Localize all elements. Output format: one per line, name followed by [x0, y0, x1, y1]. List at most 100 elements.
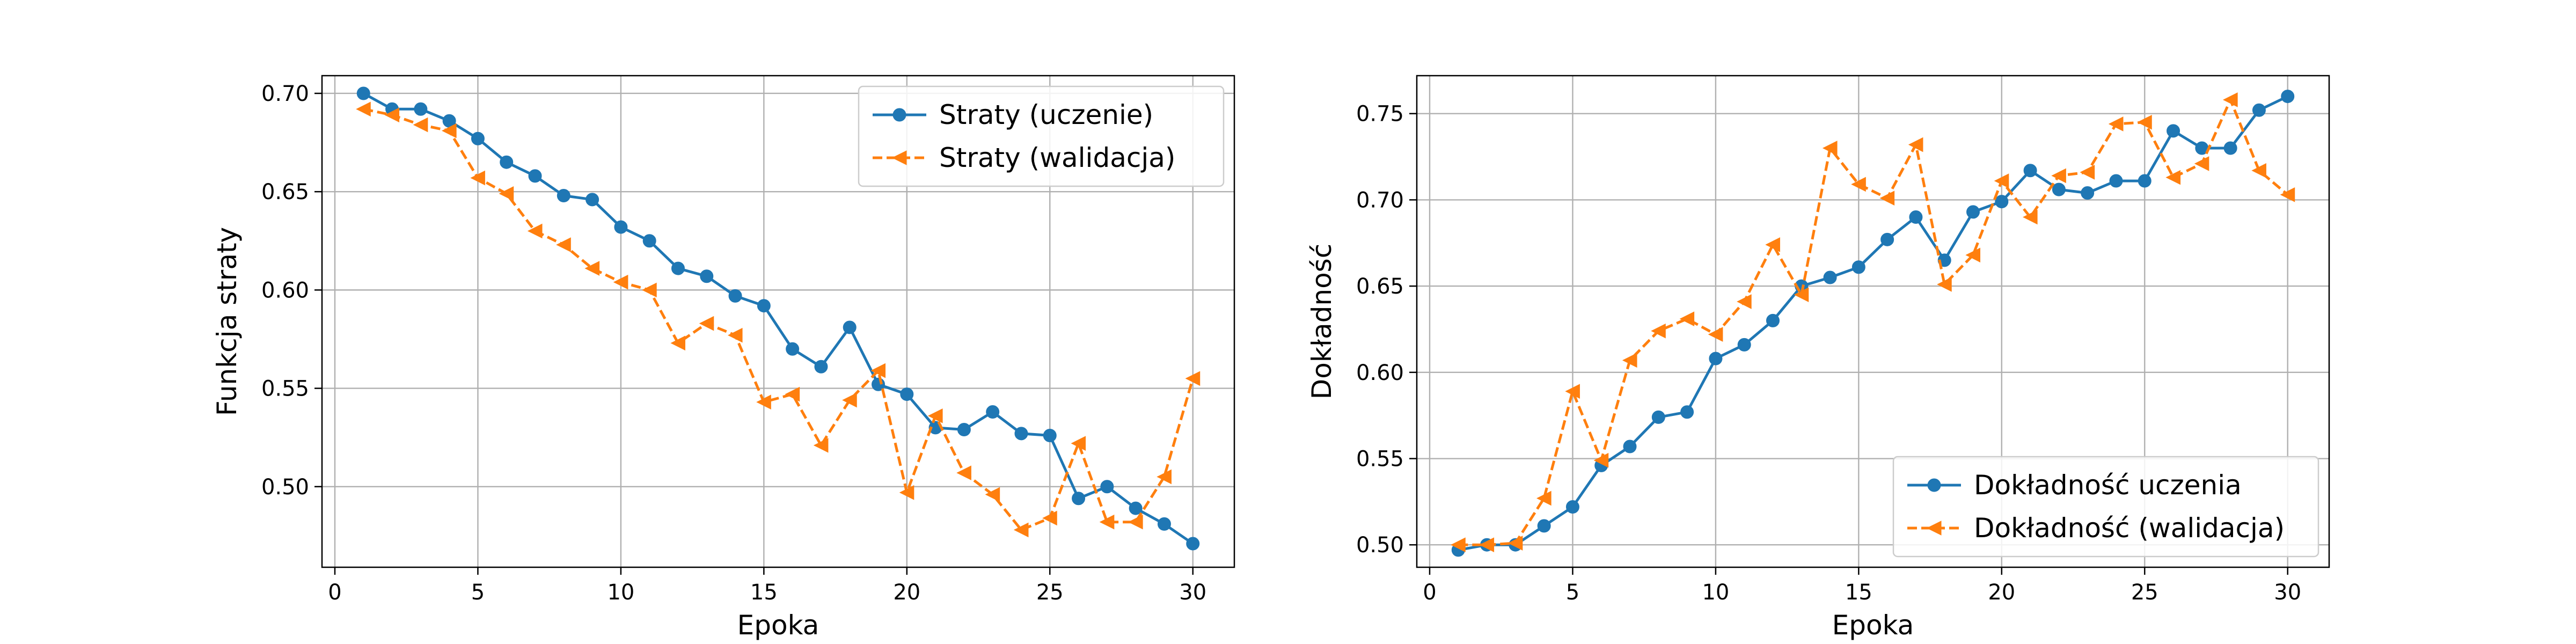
data-point	[356, 86, 370, 100]
legend-marker	[1926, 521, 1942, 536]
y-tick-label: 0.55	[1356, 447, 1404, 472]
data-point	[757, 299, 771, 313]
data-point	[1537, 519, 1551, 533]
data-point	[614, 220, 628, 234]
data-point	[1651, 323, 1666, 339]
data-point	[727, 327, 743, 343]
x-tick-label: 10	[607, 580, 634, 605]
data-point	[1937, 277, 1952, 292]
legend-marker	[892, 108, 906, 122]
legend: Straty (uczenie) Straty (walidacja)	[858, 85, 1225, 187]
data-point	[2022, 209, 2038, 225]
legend-label: Dokładność (walidacja)	[1974, 513, 2285, 544]
data-point	[1043, 429, 1057, 443]
data-point	[1536, 491, 1552, 506]
data-point	[1186, 537, 1200, 551]
data-point	[1965, 247, 1981, 263]
data-point	[584, 261, 600, 276]
data-point	[527, 223, 543, 239]
data-point	[414, 102, 428, 116]
data-point	[1995, 195, 2009, 209]
x-tick-label: 5	[1566, 580, 1579, 605]
data-point	[1651, 410, 1665, 424]
legend-marker	[1927, 478, 1941, 492]
data-point	[1129, 501, 1143, 515]
data-point	[1879, 191, 1895, 206]
data-point	[384, 107, 400, 123]
data-point	[1451, 537, 1466, 553]
data-point	[2137, 114, 2152, 130]
data-point	[2051, 168, 2066, 184]
y-tick-label: 0.60	[261, 278, 309, 303]
data-point	[1851, 177, 1866, 192]
data-point	[1593, 452, 1609, 468]
x-tick-label: 20	[1988, 580, 2015, 605]
data-point	[500, 155, 514, 169]
series-line	[1458, 98, 2289, 546]
data-point	[756, 394, 771, 410]
x-tick-label: 5	[471, 580, 485, 605]
data-point	[728, 289, 742, 303]
data-point	[1507, 536, 1523, 551]
data-point	[2280, 187, 2295, 202]
data-point	[785, 386, 800, 402]
loss-chart: 0 5 10 15 20 25 30 0.50 0.55 0.60 0.65 0.70 Epoka F…	[211, 75, 1235, 641]
data-point	[1994, 173, 2009, 188]
data-point	[586, 193, 599, 207]
data-point	[671, 261, 685, 275]
y-tick-label: 0.65	[1356, 274, 1404, 299]
data-point	[556, 237, 571, 252]
x-tick-label: 30	[2274, 580, 2301, 605]
data-point	[1709, 352, 1723, 365]
data-point	[1679, 311, 1695, 326]
data-point	[1880, 232, 1894, 246]
data-point	[1042, 510, 1057, 526]
data-point	[1014, 427, 1028, 441]
x-tick-label: 25	[1036, 580, 1064, 605]
y-tick-label: 0.70	[1356, 188, 1404, 213]
x-tick-label: 15	[750, 580, 778, 605]
data-point	[499, 186, 514, 201]
data-point	[985, 487, 1000, 502]
legend-marker	[891, 150, 907, 165]
data-point	[700, 269, 714, 283]
x-axis-label: Epoka	[1832, 610, 1914, 641]
data-point	[2081, 186, 2095, 200]
legend-box	[858, 85, 1225, 187]
data-point	[1794, 287, 1809, 302]
series-line	[1458, 95, 2288, 552]
data-point	[813, 438, 829, 453]
data-point	[1099, 514, 1115, 530]
data-point	[2138, 174, 2151, 188]
data-point	[1737, 294, 1752, 309]
data-point	[956, 465, 971, 480]
data-point	[470, 170, 485, 186]
y-tick-label: 0.65	[261, 180, 309, 204]
y-tick-label: 0.55	[261, 377, 309, 401]
data-point	[557, 189, 570, 203]
y-axis-label: Dokładność	[1306, 244, 1337, 399]
data-point	[1100, 480, 1114, 494]
data-point	[642, 234, 656, 248]
data-point	[2223, 92, 2238, 107]
data-point	[900, 387, 914, 401]
data-point	[870, 363, 886, 378]
data-point	[1851, 260, 1865, 274]
x-tick-label: 10	[1702, 580, 1729, 605]
x-axis-label: Epoka	[737, 610, 819, 641]
data-point	[699, 316, 714, 331]
data-point	[442, 123, 457, 138]
y-tick-label: 0.70	[261, 82, 309, 106]
legend-label: Dokładność uczenia	[1974, 470, 2242, 501]
y-axis-label: Funkcja straty	[211, 227, 243, 416]
data-point	[413, 117, 428, 133]
x-tick-label: 0	[328, 580, 341, 605]
data-point	[1823, 270, 1837, 284]
x-tick-label: 15	[1845, 580, 1872, 605]
data-point	[843, 320, 857, 334]
data-point	[2251, 163, 2266, 178]
data-point	[1822, 141, 1838, 156]
data-point	[1622, 353, 1637, 368]
data-point	[1185, 371, 1201, 386]
